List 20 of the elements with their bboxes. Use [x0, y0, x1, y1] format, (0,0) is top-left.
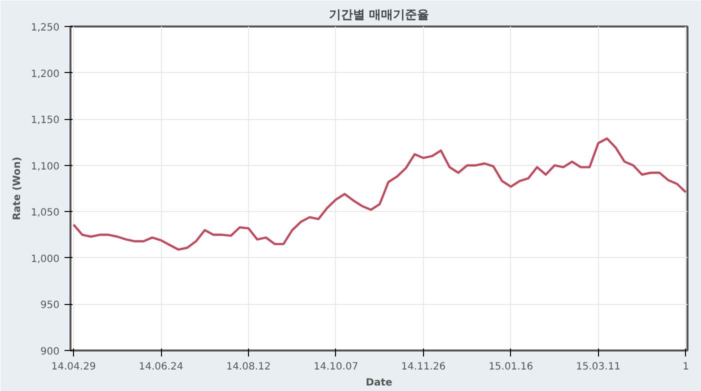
x-tick-label: 14.11.26	[401, 362, 446, 372]
x-tick-label: 15.03.11	[576, 362, 621, 372]
x-tick-label: 14.06.24	[138, 362, 184, 372]
y-tick-label: 900	[40, 346, 60, 358]
y-tick-label: 950	[40, 300, 60, 312]
x-tick-label: 15.01.16	[488, 362, 534, 372]
x-tick-label: 14.08.12	[226, 362, 271, 372]
x-tick-label: 1	[682, 362, 689, 372]
x-tick-label: 14.04.29	[51, 362, 96, 372]
y-tick-label: 1,200	[30, 68, 60, 80]
x-tick-label: 14.10.07	[314, 362, 358, 372]
x-axis-title: Date	[366, 378, 393, 388]
y-axis-title: Rate (Won)	[12, 156, 23, 220]
y-tick-label: 1,150	[30, 115, 60, 126]
line-series	[72, 137, 687, 251]
y-tick-label: 1,000	[30, 254, 60, 265]
y-tick-label: 1,100	[30, 161, 60, 172]
y-tick-label: 1,250	[30, 22, 60, 34]
chart-title: 기간별 매매기준율	[328, 8, 430, 22]
y-tick-label: 1,050	[30, 208, 60, 219]
